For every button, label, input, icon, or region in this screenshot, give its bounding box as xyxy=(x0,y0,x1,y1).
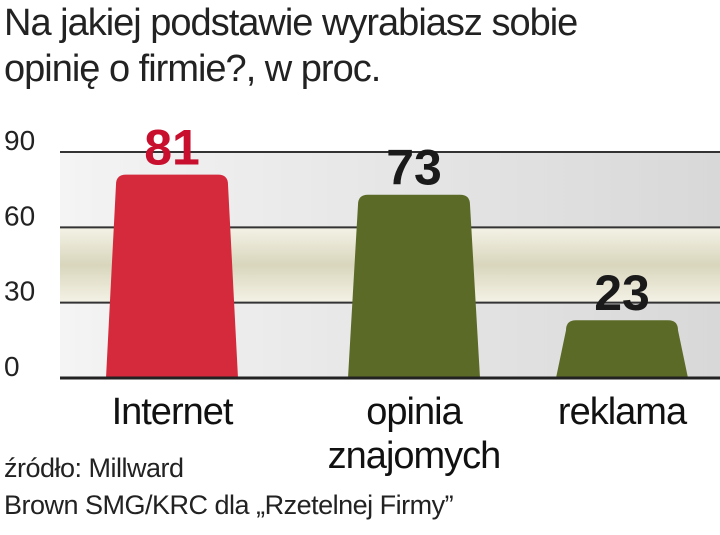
bar xyxy=(348,194,480,378)
y-tick-label: 60 xyxy=(4,200,35,231)
x-tick-label: Internet xyxy=(111,391,234,433)
x-tick-label: reklama xyxy=(557,391,687,433)
y-tick-label: 90 xyxy=(4,125,35,156)
bar xyxy=(106,174,238,378)
source: Brown SMG/KRC dla „Rzetelnej Firmy” xyxy=(4,490,454,520)
bar xyxy=(556,320,688,378)
title: Na jakiej podstawie wyrabiasz sobie xyxy=(4,2,578,44)
value-label: 23 xyxy=(594,265,650,321)
title: opinię o firmie?, w proc. xyxy=(4,48,381,90)
value-label: 73 xyxy=(386,140,442,196)
x-tick-label: opinia znajomych xyxy=(327,391,502,477)
source: źródło: Millward xyxy=(4,453,184,483)
y-tick-label: 30 xyxy=(4,276,35,307)
value-label: 81 xyxy=(144,120,200,176)
y-tick-label: 0 xyxy=(4,351,20,382)
